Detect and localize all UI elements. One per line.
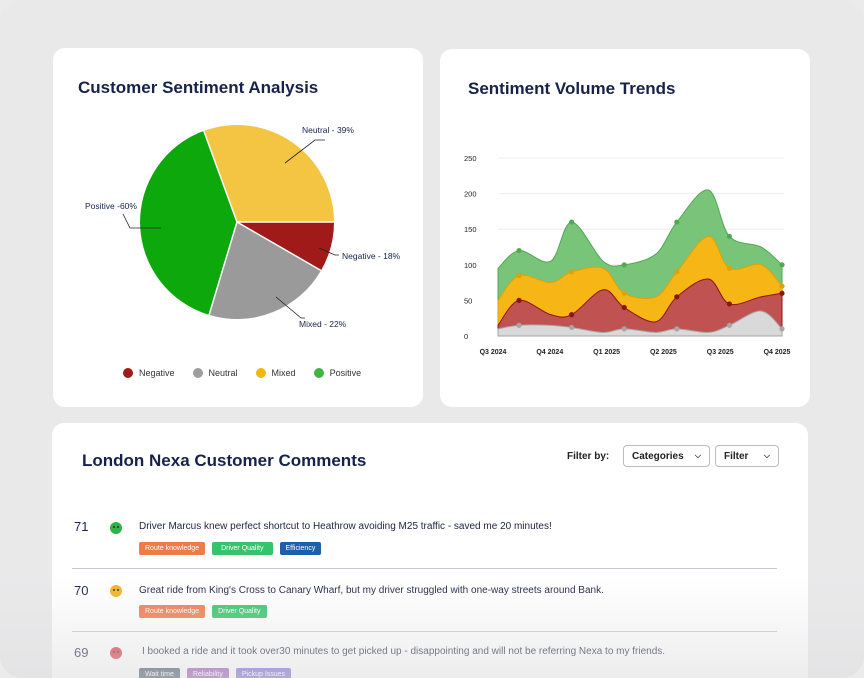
filter-by-label: Filter by: xyxy=(567,451,610,462)
area-series-neutral xyxy=(497,310,783,337)
legend-dot-negative xyxy=(123,368,133,378)
data-point-mixed[interactable] xyxy=(621,290,627,296)
data-point-negative[interactable] xyxy=(621,304,627,311)
area-card-title: Sentiment Volume Trends xyxy=(468,79,676,98)
x-tick-label: Q1 2025 xyxy=(593,349,620,356)
comment-text: Great ride from King's Cross to Canary W… xyxy=(139,585,604,596)
volume-trends-chart: 250 200 150 100 50 0 Q3 2024 Q4 2024 Q1 2025 Q2 2… xyxy=(464,154,791,356)
pie-label-neutral: Neutral - 39% xyxy=(302,125,354,135)
mixed-face-icon xyxy=(110,585,122,597)
neutral-leader-line xyxy=(284,139,325,164)
row-divider xyxy=(72,568,777,569)
comment-number: 71 xyxy=(74,519,89,534)
tag-route-knowledge[interactable]: Route knowledge xyxy=(139,605,206,618)
legend-item-mixed: Mixed xyxy=(255,368,296,378)
categories-dropdown-label: Categories xyxy=(632,450,684,462)
x-tick-label: Q4 2024 xyxy=(536,349,563,356)
pie-label-mixed: Mixed - 22% xyxy=(299,319,347,329)
chevron-down-icon: ⌵ xyxy=(694,451,701,460)
row-divider xyxy=(72,631,777,632)
comment-text: Driver Marcus knew perfect shortcut to H… xyxy=(139,521,552,532)
sentiment-pie-chart: Neutral - 39% Negative - 18% Mixed - 22%… xyxy=(85,125,401,329)
legend-label-positive: Positive xyxy=(329,368,362,378)
pie-card-title: Customer Sentiment Analysis xyxy=(78,78,319,97)
chevron-down-icon: ⌵ xyxy=(763,451,770,460)
pie-legend: Negative Neutral Mixed Positive xyxy=(123,368,361,378)
legend-dot-mixed xyxy=(255,368,266,378)
comments-title: London Nexa Customer Comments xyxy=(82,451,367,470)
x-tick-label: Q2 2025 xyxy=(650,349,677,356)
data-point-neutral[interactable] xyxy=(779,326,785,332)
pie-label-negative: Negative - 18% xyxy=(342,251,401,261)
legend-item-negative: Negative xyxy=(123,368,175,378)
data-point-mixed[interactable] xyxy=(516,272,522,279)
data-point-positive[interactable] xyxy=(726,233,733,239)
tag-pickup-issues[interactable]: Pickup Issues xyxy=(235,668,292,678)
data-point-neutral[interactable] xyxy=(674,326,680,332)
pie-slice-mixed xyxy=(209,222,321,319)
legend-label-negative: Negative xyxy=(139,368,175,378)
tag-route-knowledge[interactable]: Route knowledge xyxy=(139,542,206,555)
data-point-positive[interactable] xyxy=(621,262,627,268)
positive-face-icon xyxy=(110,522,122,534)
comment-number: 69 xyxy=(74,645,89,660)
y-tick-label: 100 xyxy=(464,261,477,270)
tag-reliability[interactable]: Reliability xyxy=(186,668,229,678)
tag-driver-quality[interactable]: Driver Quality xyxy=(212,605,267,618)
legend-label-neutral: Neutral xyxy=(208,368,238,378)
legend-dot-positive xyxy=(313,368,324,378)
data-point-positive[interactable] xyxy=(516,247,522,254)
tag-wait-time[interactable]: Wait time xyxy=(139,668,180,678)
data-point-neutral[interactable] xyxy=(621,326,627,332)
x-tick-label: Q4 2025 xyxy=(764,349,791,356)
data-point-mixed[interactable] xyxy=(674,269,680,275)
sentiment-pie-card: Customer Sentiment Analysis Neutral - 39… xyxy=(53,48,423,407)
data-point-negative[interactable] xyxy=(569,312,575,318)
data-point-negative[interactable] xyxy=(516,297,522,303)
pie-slice-neutral xyxy=(203,125,334,222)
area-series-negative xyxy=(497,278,783,337)
pie-slice-positive xyxy=(140,130,237,315)
x-tick-label: Q3 2024 xyxy=(480,349,507,356)
negative-leader-line xyxy=(318,247,339,256)
tag-efficiency[interactable]: Efficiency xyxy=(279,542,322,555)
y-tick-label: 150 xyxy=(464,225,477,234)
pie-label-positive: Positive -60% xyxy=(85,201,137,211)
y-tick-label: 200 xyxy=(464,190,477,199)
x-tick-label: Q3 2025 xyxy=(707,349,734,356)
positive-leader-line xyxy=(122,213,161,229)
filter-dropdown[interactable]: Filter ⌵ xyxy=(715,445,779,467)
data-point-mixed[interactable] xyxy=(726,265,733,271)
y-tick-label: 50 xyxy=(464,296,472,305)
data-point-positive[interactable] xyxy=(779,262,785,268)
legend-label-mixed: Mixed xyxy=(271,368,296,378)
filter-dropdown-label: Filter xyxy=(724,450,749,462)
y-tick-label: 250 xyxy=(464,154,477,163)
data-point-neutral[interactable] xyxy=(516,322,522,328)
y-tick-label: 0 xyxy=(464,332,468,341)
legend-item-positive: Positive xyxy=(313,368,362,378)
pie-slice-negative xyxy=(237,222,334,271)
data-point-mixed[interactable] xyxy=(779,283,785,289)
legend-item-neutral: Neutral xyxy=(192,368,238,378)
comment-number: 70 xyxy=(74,583,89,598)
tag-driver-quality[interactable]: Driver Quality xyxy=(212,542,273,555)
data-point-neutral[interactable] xyxy=(726,322,733,328)
volume-trends-card: Sentiment Volume Trends 250 200 150 100 50 0 Q… xyxy=(440,49,810,407)
data-point-neutral[interactable] xyxy=(569,324,575,331)
data-point-negative[interactable] xyxy=(726,301,733,307)
customer-comments-card: London Nexa Customer Comments Filter by:… xyxy=(52,423,808,678)
categories-dropdown[interactable]: Categories ⌵ xyxy=(623,445,710,467)
legend-dot-neutral xyxy=(192,368,203,378)
data-point-positive[interactable] xyxy=(569,219,575,225)
data-point-positive[interactable] xyxy=(674,219,680,225)
comment-text: I booked a ride and it took over30 minut… xyxy=(142,646,666,657)
data-point-negative[interactable] xyxy=(674,294,680,300)
data-point-negative[interactable] xyxy=(779,290,785,296)
negative-face-icon xyxy=(110,647,122,659)
data-point-mixed[interactable] xyxy=(569,269,575,275)
mixed-leader-line xyxy=(275,296,305,319)
